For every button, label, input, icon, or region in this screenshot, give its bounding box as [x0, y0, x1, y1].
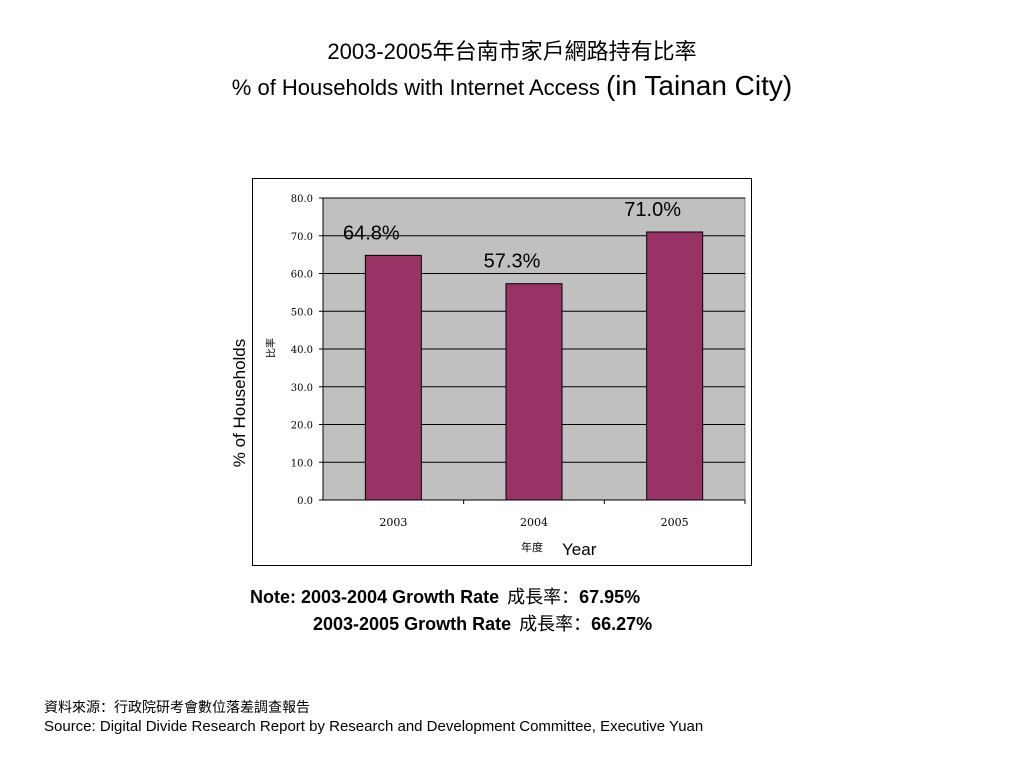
data-label-2005: 71.0%: [624, 199, 681, 221]
x-axis-label-en: Year: [562, 540, 597, 559]
y-tick-label: 40.0: [291, 345, 313, 356]
chart-title-zh: 2003-2005年台南市家戶網路持有比率: [327, 39, 697, 64]
note-row2-zh: 成長率：: [519, 614, 592, 634]
x-tick-label-2004: 2004: [520, 516, 548, 529]
bar-2004: [505, 283, 563, 501]
y-tick-label: 80.0: [291, 194, 313, 205]
source-zh: 資料來源：行政院研考會數位落差調查報告: [44, 699, 310, 715]
note-row2-label: 2003-2005 Growth Rate: [313, 614, 512, 634]
y-tick-label: 60.0: [291, 270, 313, 281]
note-growth-2003-2004: Note: 2003-2004 Growth Rate 成長率：67.95%: [250, 583, 640, 609]
y-axis-label-en: % of Households: [230, 338, 249, 468]
chart-title-en-city: (in Tainan City): [605, 70, 793, 101]
y-tick-label: 50.0: [291, 307, 313, 318]
data-label-2004: 57.3%: [484, 251, 541, 273]
chart-title-en-main: % of Households with Internet Access: [231, 75, 606, 100]
x-axis-label-zh: 年度: [521, 541, 543, 554]
y-tick-label: 70.0: [291, 232, 313, 243]
chart-title-en: % of Households with Internet Access (in…: [0, 70, 1024, 102]
y-tick-label: 10.0: [291, 458, 313, 469]
note-row1-label: Note: 2003-2004 Growth Rate: [250, 587, 500, 607]
y-tick-label: 0.0: [297, 496, 313, 507]
y-tick-label: 30.0: [291, 383, 313, 394]
note-row1-zh: 成長率：: [507, 587, 580, 607]
bar-2003: [364, 254, 422, 501]
note-growth-2003-2005: 2003-2005 Growth Rate 成長率：66.27%: [313, 610, 652, 636]
note-row2-value: 66.27%: [591, 614, 653, 634]
data-label-2003: 64.8%: [343, 222, 400, 244]
x-tick-label-2005: 2005: [661, 516, 689, 529]
y-axis-label-zh: 比率: [266, 338, 278, 358]
y-tick-label: 20.0: [291, 421, 313, 432]
note-row1-value: 67.95%: [579, 587, 641, 607]
bar-2005: [646, 231, 704, 501]
x-tick-label-2003: 2003: [379, 516, 407, 529]
source-en: Source: Digital Divide Research Report b…: [44, 718, 704, 735]
